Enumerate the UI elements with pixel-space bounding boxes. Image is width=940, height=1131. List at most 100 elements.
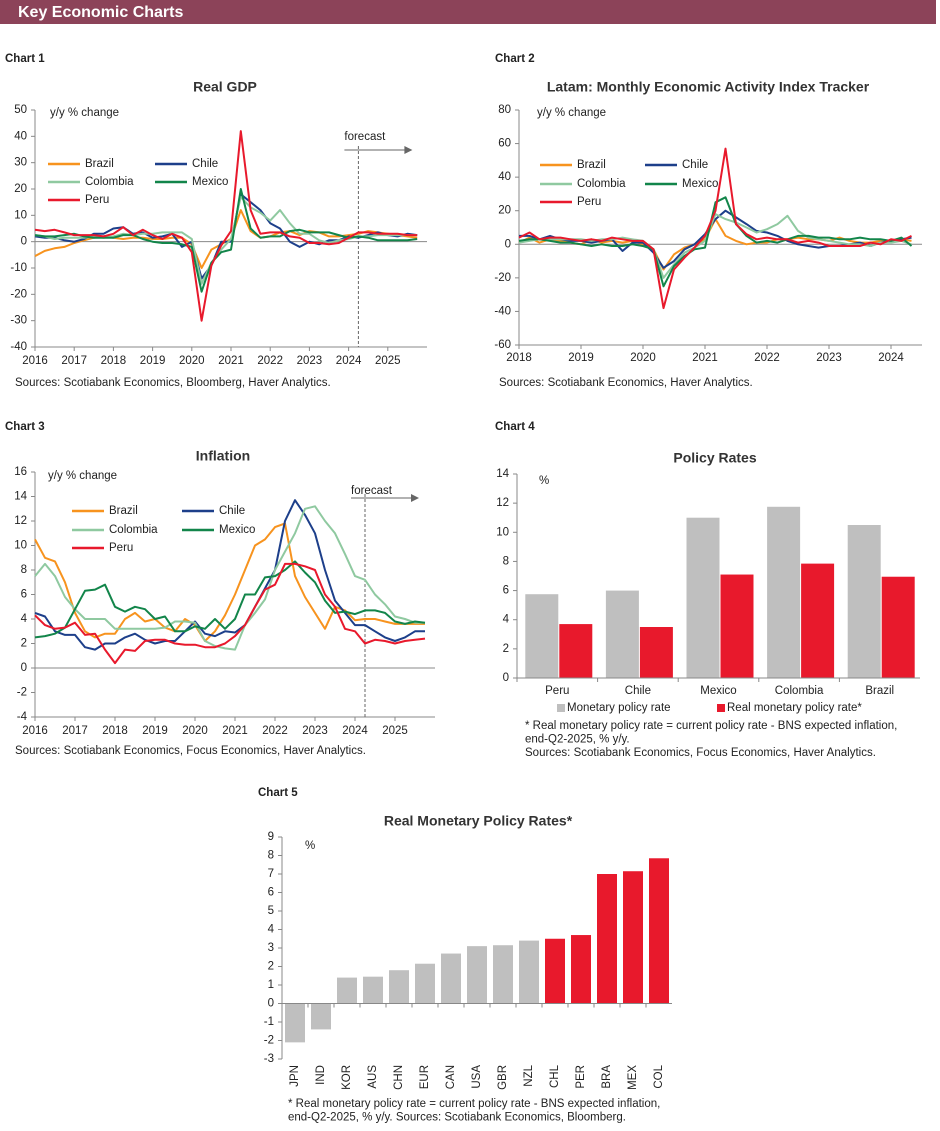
x-tick-label: 2025: [375, 355, 401, 367]
chart-title: Real Monetary Policy Rates*: [384, 813, 573, 829]
x-tick-label: CHN: [393, 1065, 405, 1090]
legend-label: Brazil: [109, 505, 138, 517]
bar: [559, 624, 593, 678]
bar: [649, 858, 669, 1004]
x-tick-label: 2016: [22, 725, 48, 737]
legend-label: Brazil: [577, 159, 606, 171]
note: end-Q2-2025, % y/y. Sources: Scotiabank …: [288, 1112, 626, 1124]
y-tick-label: 14: [14, 491, 27, 503]
y-axis-label: y/y % change: [537, 107, 606, 119]
y-tick-label: -20: [10, 288, 27, 300]
y-tick-label: -40: [10, 341, 27, 353]
x-tick-label: IND: [315, 1065, 327, 1085]
y-tick-label: 6: [503, 585, 509, 597]
header-bar: [0, 0, 936, 24]
legend-swatch: [717, 704, 725, 712]
x-tick-label: 2016: [22, 355, 48, 367]
chart-title: Policy Rates: [673, 450, 756, 466]
y-tick-label: 0: [503, 672, 509, 684]
legend-swatch: [557, 704, 565, 712]
y-tick-label: 0: [505, 238, 511, 250]
bar: [337, 977, 357, 1004]
y-tick-label: 7: [268, 868, 274, 880]
bar: [847, 525, 881, 678]
y-tick-label: 0: [21, 662, 27, 674]
chart-label: Chart 3: [5, 421, 45, 433]
y-tick-label: 12: [14, 515, 27, 527]
bar: [720, 574, 754, 678]
bar: [605, 590, 639, 678]
y-tick-label: 40: [498, 171, 511, 183]
chart-label: Chart 4: [495, 421, 535, 433]
bar: [493, 945, 513, 1004]
chart-title: Latam: Monthly Economic Activity Index T…: [547, 79, 870, 95]
y-tick-label: 16: [14, 466, 27, 478]
y-axis-label: y/y % change: [50, 107, 119, 119]
y-tick-label: 30: [14, 157, 27, 169]
y-tick-label: -60: [494, 339, 511, 351]
y-tick-label: 4: [268, 924, 275, 936]
y-tick-label: -40: [494, 305, 511, 317]
y-tick-label: 6: [268, 887, 274, 899]
x-tick-label: USA: [471, 1065, 483, 1089]
series-line: [34, 562, 426, 665]
bar: [545, 938, 565, 1004]
bar: [881, 576, 915, 678]
legend-label: Mexico: [219, 524, 255, 536]
y-tick-label: 10: [14, 540, 27, 552]
x-tick-label: 2021: [692, 352, 718, 364]
y-tick-label: 5: [268, 905, 274, 917]
y-tick-label: -2: [264, 1035, 274, 1047]
y-tick-label: 8: [503, 555, 509, 567]
y-tick-label: 4: [21, 613, 28, 625]
x-tick-label: Peru: [545, 685, 569, 697]
legend-label: Colombia: [85, 176, 134, 188]
y-tick-label: -20: [494, 272, 511, 284]
x-tick-label: 2018: [101, 355, 127, 367]
series-line: [34, 195, 418, 285]
y-tick-label: 14: [496, 468, 509, 480]
x-tick-label: EUR: [419, 1065, 431, 1089]
note: end-Q2-2025, % y/y.: [525, 734, 630, 746]
y-tick-label: 60: [498, 138, 511, 150]
bar: [415, 963, 435, 1004]
y-axis-label: %: [539, 475, 549, 487]
legend-label: Peru: [85, 194, 109, 206]
y-tick-label: 40: [14, 130, 27, 142]
y-tick-label: 2: [503, 643, 509, 655]
y-tick-label: 3: [268, 942, 274, 954]
x-tick-label: 2022: [754, 352, 780, 364]
x-tick-label: 2021: [218, 355, 244, 367]
series-line: [34, 522, 425, 642]
note: * Real monetary policy rate = current po…: [288, 1098, 660, 1110]
bar: [389, 970, 409, 1004]
bar: [519, 940, 539, 1004]
legend-label: Chile: [192, 158, 218, 170]
x-tick-label: 2019: [140, 355, 166, 367]
y-tick-label: 0: [268, 998, 274, 1010]
x-tick-label: 2020: [179, 355, 205, 367]
y-tick-label: 10: [496, 526, 509, 538]
bar: [623, 871, 643, 1004]
sources: Sources: Scotiabank Economics, Haver Ana…: [499, 377, 753, 389]
y-axis-label: %: [305, 840, 315, 852]
x-tick-label: 2023: [302, 725, 328, 737]
y-tick-label: 6: [21, 589, 27, 601]
header-title: Key Economic Charts: [18, 4, 183, 21]
sources: Sources: Scotiabank Economics, Focus Eco…: [15, 745, 366, 757]
sources: Sources: Scotiabank Economics, Bloomberg…: [15, 377, 331, 389]
x-tick-label: 2022: [257, 355, 283, 367]
x-tick-label: Colombia: [775, 685, 824, 697]
x-tick-label: 2019: [142, 725, 168, 737]
y-tick-label: -4: [17, 711, 28, 723]
y-tick-label: 80: [498, 104, 511, 116]
y-axis-label: y/y % change: [48, 470, 117, 482]
forecast-label: forecast: [351, 485, 393, 497]
forecast-label: forecast: [344, 131, 386, 143]
x-tick-label: NZL: [523, 1064, 535, 1086]
x-tick-label: AUS: [367, 1065, 379, 1089]
y-tick-label: 8: [21, 564, 27, 576]
y-tick-label: 20: [498, 205, 511, 217]
legend-label: Chile: [682, 159, 708, 171]
x-tick-label: JPN: [289, 1065, 301, 1087]
